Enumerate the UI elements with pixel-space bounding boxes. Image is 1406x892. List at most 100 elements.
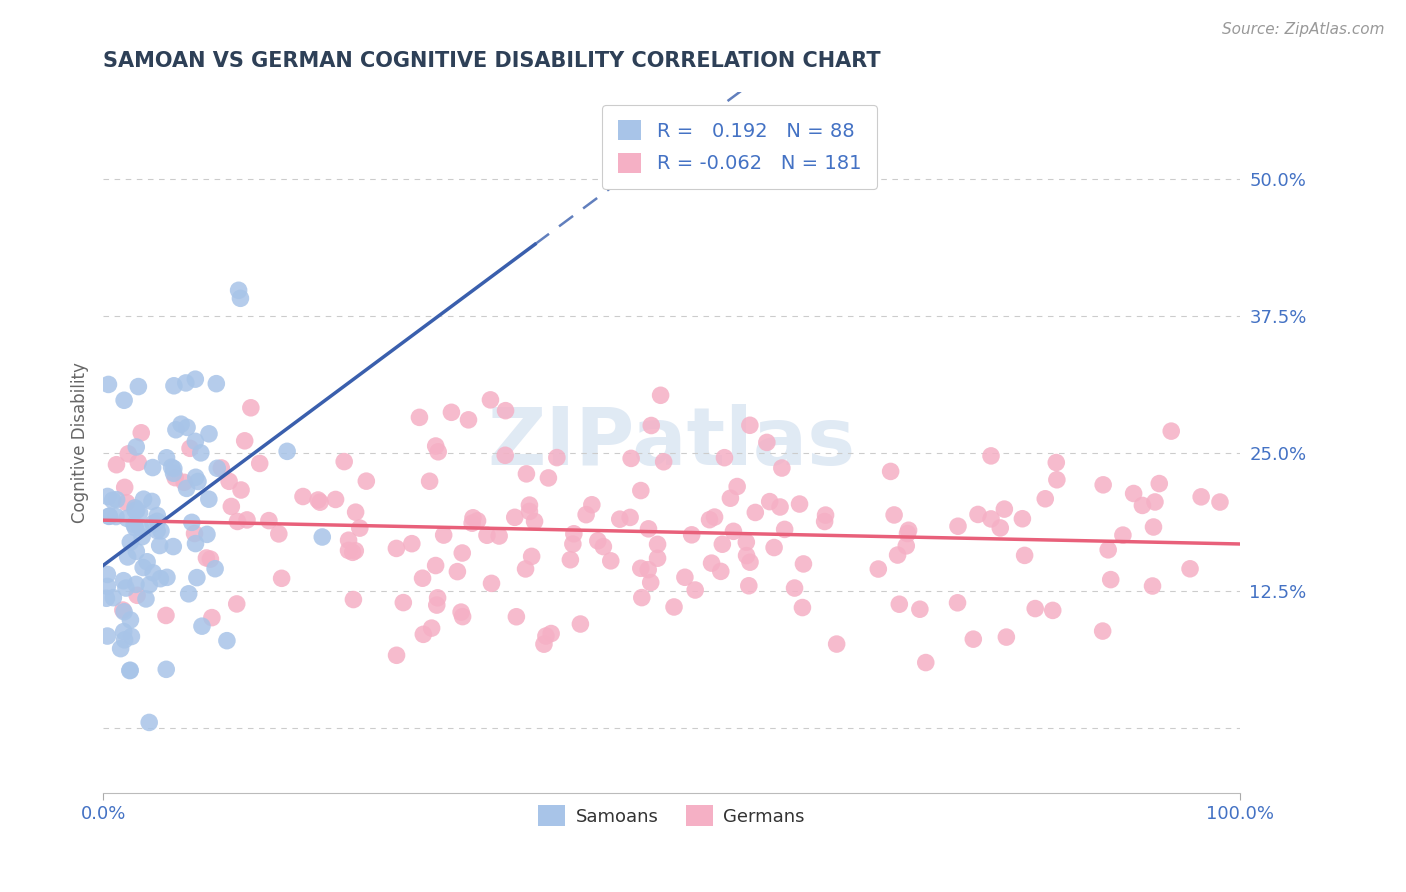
Point	[440, 405, 463, 419]
Point	[1143, 495, 1166, 509]
Point	[184, 372, 207, 386]
Point	[408, 410, 430, 425]
Point	[146, 514, 169, 528]
Point	[897, 523, 920, 537]
Point	[96, 591, 118, 606]
Point	[586, 533, 609, 548]
Point	[1091, 624, 1114, 638]
Point	[599, 554, 621, 568]
Point	[520, 549, 543, 564]
Point	[141, 494, 163, 508]
Point	[120, 613, 142, 627]
Point	[174, 376, 197, 390]
Point	[427, 444, 450, 458]
Point	[392, 596, 415, 610]
Point	[637, 522, 659, 536]
Point	[575, 508, 598, 522]
Point	[156, 570, 179, 584]
Point	[479, 392, 502, 407]
Point	[710, 565, 733, 579]
Point	[111, 603, 134, 617]
Point	[540, 626, 562, 640]
Point	[630, 591, 652, 605]
Point	[426, 598, 449, 612]
Point	[560, 553, 582, 567]
Point	[652, 455, 675, 469]
Point	[995, 630, 1018, 644]
Point	[349, 521, 371, 535]
Point	[401, 536, 423, 550]
Point	[249, 457, 271, 471]
Point	[115, 496, 138, 510]
Point	[117, 447, 139, 461]
Point	[609, 512, 631, 526]
Point	[962, 632, 984, 647]
Point	[311, 530, 333, 544]
Point	[342, 592, 364, 607]
Point	[662, 599, 685, 614]
Point	[725, 479, 748, 493]
Point	[879, 465, 901, 479]
Point	[215, 633, 238, 648]
Point	[792, 557, 814, 571]
Point	[138, 715, 160, 730]
Point	[155, 662, 177, 676]
Point	[337, 533, 360, 548]
Point	[467, 514, 489, 528]
Point	[433, 528, 456, 542]
Point	[592, 540, 614, 554]
Point	[267, 527, 290, 541]
Point	[170, 417, 193, 432]
Point	[176, 482, 198, 496]
Point	[115, 511, 138, 525]
Point	[1142, 520, 1164, 534]
Point	[162, 467, 184, 481]
Point	[184, 470, 207, 484]
Point	[1011, 512, 1033, 526]
Point	[637, 563, 659, 577]
Point	[344, 543, 367, 558]
Point	[503, 510, 526, 524]
Point	[699, 513, 721, 527]
Point	[163, 378, 186, 392]
Point	[523, 514, 546, 528]
Point	[546, 450, 568, 465]
Point	[446, 565, 468, 579]
Point	[1099, 573, 1122, 587]
Point	[420, 621, 443, 635]
Point	[270, 571, 292, 585]
Point	[450, 605, 472, 619]
Point	[640, 418, 662, 433]
Point	[191, 619, 214, 633]
Point	[160, 460, 183, 475]
Point	[112, 574, 135, 588]
Point	[180, 516, 202, 530]
Point	[426, 591, 449, 605]
Point	[97, 377, 120, 392]
Point	[131, 530, 153, 544]
Point	[789, 497, 811, 511]
Point	[980, 512, 1002, 526]
Point	[146, 508, 169, 523]
Point	[519, 498, 541, 512]
Point	[412, 571, 434, 585]
Point	[889, 597, 911, 611]
Point	[120, 630, 142, 644]
Point	[1024, 601, 1046, 615]
Point	[97, 509, 120, 524]
Point	[475, 528, 498, 542]
Point	[1142, 579, 1164, 593]
Point	[149, 572, 172, 586]
Point	[515, 467, 537, 481]
Legend: Samoans, Germans: Samoans, Germans	[530, 798, 813, 833]
Point	[337, 543, 360, 558]
Point	[883, 508, 905, 522]
Point	[124, 500, 146, 515]
Point	[519, 504, 541, 518]
Point	[132, 492, 155, 507]
Point	[738, 418, 761, 433]
Point	[236, 513, 259, 527]
Point	[135, 591, 157, 606]
Point	[307, 493, 329, 508]
Point	[163, 461, 186, 475]
